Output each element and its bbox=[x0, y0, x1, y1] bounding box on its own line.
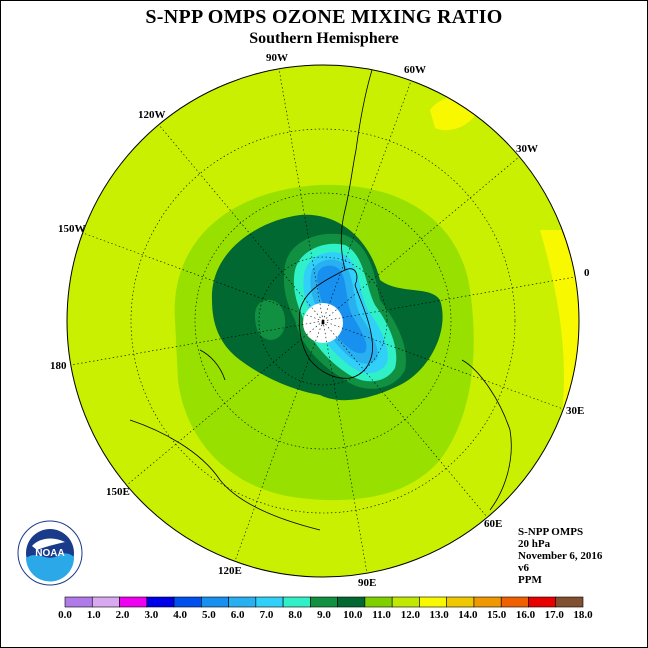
info-pressure: 20 hPa bbox=[518, 538, 551, 550]
lon-label-0: 0 bbox=[584, 267, 590, 279]
meridian-0 bbox=[322, 276, 576, 322]
map-title: S-NPP OMPS OZONE MIXING RATIO bbox=[145, 6, 503, 28]
lon-label-30w: 30W bbox=[516, 143, 538, 155]
colorbar-label: 4.0 bbox=[173, 609, 187, 621]
meridian-150w bbox=[82, 232, 324, 322]
graticule bbox=[70, 68, 576, 574]
nz-coast bbox=[199, 349, 226, 381]
colorbar-label: 15.0 bbox=[487, 609, 507, 621]
meridian-60e bbox=[322, 320, 488, 518]
meridian-120w bbox=[158, 124, 324, 322]
colorbar-swatch bbox=[310, 596, 338, 608]
antarctica-coast bbox=[298, 268, 373, 379]
info-instrument: S-NPP OMPS bbox=[518, 526, 584, 538]
meridian-90w bbox=[278, 68, 324, 322]
colorbar-swatch bbox=[528, 596, 557, 608]
colorbar-label: 0.0 bbox=[58, 609, 72, 621]
colorbar-label: 3.0 bbox=[144, 609, 159, 621]
map-subtitle: Southern Hemisphere bbox=[249, 30, 399, 47]
colorbar-label: 5.0 bbox=[202, 609, 216, 621]
lon-label-30e: 30E bbox=[566, 405, 585, 417]
meridian-60w bbox=[322, 80, 412, 322]
colorbar-label: 11.0 bbox=[372, 609, 391, 621]
contour-9-west bbox=[255, 299, 286, 340]
australia-coast bbox=[129, 419, 321, 531]
map-boundary bbox=[66, 64, 580, 578]
ozone-field bbox=[67, 65, 579, 577]
meridian-30w bbox=[322, 156, 520, 322]
colorbar-swatch bbox=[282, 596, 311, 608]
south-america-coast bbox=[340, 69, 373, 271]
colorbar-label: 10.0 bbox=[343, 609, 363, 621]
colorbar-label: 9.0 bbox=[317, 609, 331, 621]
lon-label-60e: 60E bbox=[484, 518, 503, 530]
colorbar-swatch bbox=[364, 596, 393, 608]
lon-label-180: 180 bbox=[50, 360, 67, 372]
colorbar-swatch bbox=[255, 596, 284, 608]
colorbar-label: 1.0 bbox=[86, 609, 101, 621]
colorbar-label: 7.0 bbox=[259, 609, 274, 621]
colorbar-swatch bbox=[119, 596, 148, 608]
noaa-logo: NOAA bbox=[17, 520, 83, 586]
lat-circle-3 bbox=[130, 128, 516, 514]
meridian-90e bbox=[322, 320, 368, 574]
colorbar-swatch bbox=[473, 596, 502, 608]
colorbar-swatch bbox=[201, 596, 229, 608]
colorbar-label: 14.0 bbox=[458, 609, 478, 621]
colorbar bbox=[64, 596, 584, 608]
info-version: v6 bbox=[518, 562, 529, 574]
contour-5 bbox=[317, 265, 367, 354]
colorbar-swatch bbox=[228, 596, 257, 608]
colorbar-swatch bbox=[64, 596, 93, 608]
colorbar-swatch bbox=[391, 596, 420, 608]
lon-label-60w: 60W bbox=[404, 64, 426, 76]
lon-label-90w: 90W bbox=[266, 52, 288, 64]
colorbar-swatch bbox=[500, 596, 529, 608]
colorbar-swatch bbox=[91, 596, 120, 608]
africa-coast bbox=[461, 359, 512, 511]
colorbar-swatch bbox=[555, 596, 584, 608]
lat-circle-1 bbox=[258, 256, 388, 386]
colorbar-swatch bbox=[173, 596, 202, 608]
lon-label-150w: 150W bbox=[58, 223, 86, 235]
colorbar-swatch bbox=[419, 596, 447, 608]
lon-label-120e: 120E bbox=[218, 565, 242, 577]
meridian-180 bbox=[70, 320, 324, 366]
colorbar-label: 18.0 bbox=[573, 609, 593, 621]
logo-text: NOAA bbox=[35, 548, 64, 559]
lon-label-120w: 120W bbox=[138, 109, 166, 121]
coastlines bbox=[129, 69, 512, 531]
meridian-120e bbox=[234, 320, 324, 562]
lon-label-90e: 90E bbox=[358, 577, 377, 589]
colorbar-label: 17.0 bbox=[544, 609, 564, 621]
meridian-150e bbox=[126, 320, 324, 486]
lon-label-150e: 150E bbox=[106, 486, 130, 498]
colorbar-swatch bbox=[337, 596, 366, 608]
meridian-30e bbox=[322, 320, 564, 410]
colorbar-label: 2.0 bbox=[115, 609, 130, 621]
colorbar-label: 13.0 bbox=[429, 609, 449, 621]
colorbar-swatch bbox=[146, 596, 175, 608]
info-units: PPM bbox=[518, 574, 542, 586]
colorbar-label: 6.0 bbox=[230, 609, 245, 621]
info-date: November 6, 2016 bbox=[518, 550, 603, 562]
colorbar-label: 12.0 bbox=[400, 609, 420, 621]
colorbar-label: 8.0 bbox=[288, 609, 303, 621]
colorbar-swatch bbox=[446, 596, 475, 608]
lat-circle-2 bbox=[194, 192, 452, 450]
colorbar-label: 16.0 bbox=[515, 609, 536, 621]
